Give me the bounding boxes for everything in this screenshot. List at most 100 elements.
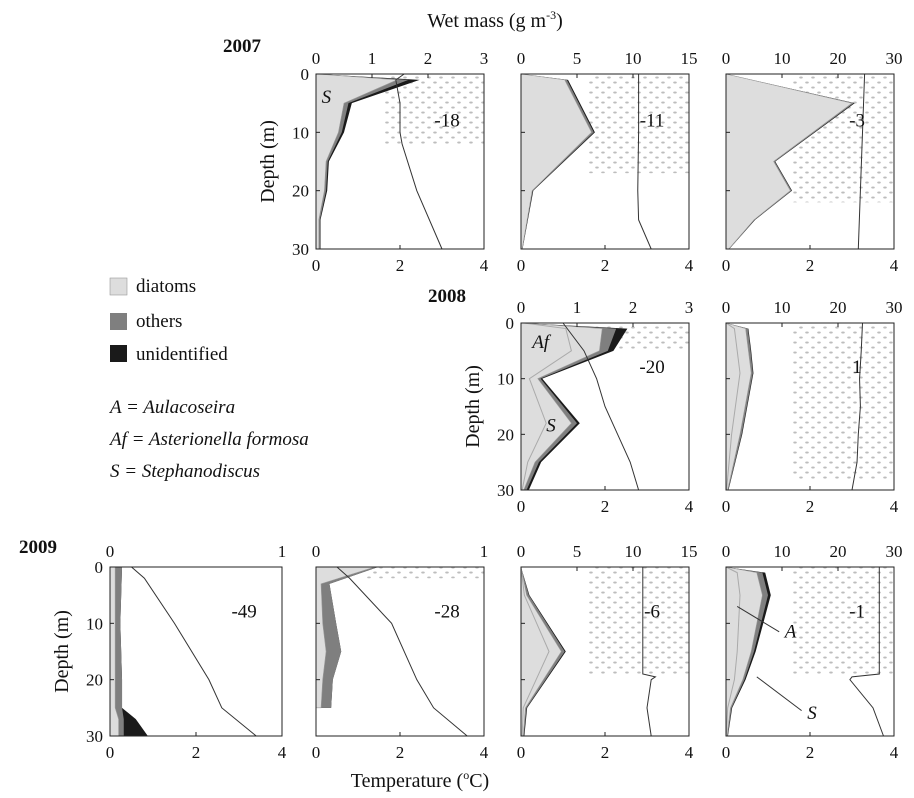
depth-axis-title: Depth (m) xyxy=(462,365,484,448)
panel-2007-2: 0 5 10 15 0 2 4 -11 xyxy=(517,49,698,275)
species-label: A xyxy=(783,621,797,642)
panel-2007-3: 0 10 20 30 0 2 4 -3 xyxy=(722,49,903,275)
top-tick-label: 5 xyxy=(573,49,582,68)
top-tick-label: 0 xyxy=(517,298,526,317)
bottom-tick-label: 2 xyxy=(601,497,610,516)
abbreviation-aulacoseira: A = Aulacoseira xyxy=(108,397,235,418)
temperature-line xyxy=(562,322,640,491)
legend: diatoms others unidentified xyxy=(109,276,228,365)
depth-tick-label: 0 xyxy=(95,558,104,577)
bottom-tick-label: 0 xyxy=(312,256,321,275)
bottom-tick-label: 2 xyxy=(396,743,405,762)
panel-2009-4: 0 10 20 30 0 2 4 -1 A S xyxy=(722,542,903,762)
top-tick-label: 1 xyxy=(573,298,582,317)
temperature-line xyxy=(131,566,257,737)
top-tick-label: 1 xyxy=(480,542,489,561)
top-tick-label: 3 xyxy=(480,49,489,68)
panel-annotation: -18 xyxy=(434,111,459,132)
bottom-tick-label: 2 xyxy=(806,497,815,516)
temperature-line xyxy=(849,567,884,737)
bottom-tick-label: 4 xyxy=(278,743,287,762)
depth-tick-label: 20 xyxy=(497,425,514,444)
depth-tick-label: 30 xyxy=(497,481,514,500)
panel-annotation: -11 xyxy=(640,111,665,132)
depth-axis-title: Depth (m) xyxy=(51,610,73,693)
panel-2009-3: 0 5 10 15 0 2 4 -6 xyxy=(517,542,698,762)
legend-swatch-others xyxy=(110,313,127,330)
legend-swatch-unidentified xyxy=(110,345,127,362)
bottom-tick-label: 0 xyxy=(517,743,526,762)
top-tick-label: 10 xyxy=(774,49,791,68)
temperature-line xyxy=(851,322,863,491)
bottom-tick-label: 0 xyxy=(722,256,731,275)
bottom-tick-label: 2 xyxy=(601,743,610,762)
panel-2009-2: 0 1 0 2 4 -28 xyxy=(312,542,489,762)
abbreviation-list: A = Aulacoseira Af = Asterionella formos… xyxy=(108,397,309,482)
panel-annotation: -3 xyxy=(849,111,865,132)
depth-tick-label: 20 xyxy=(292,182,309,201)
depth-tick-label: 10 xyxy=(497,370,514,389)
species-line xyxy=(521,322,572,491)
bottom-tick-label: 2 xyxy=(192,743,201,762)
bottom-tick-label: 4 xyxy=(890,497,899,516)
callout-line xyxy=(736,606,780,633)
top-tick-label: 0 xyxy=(722,49,731,68)
legend-label-others: others xyxy=(136,311,182,332)
ice-shading xyxy=(793,323,894,479)
bottom-tick-label: 2 xyxy=(806,743,815,762)
top-tick-label: 20 xyxy=(830,298,847,317)
bottom-axis-title: Temperature (oC) xyxy=(351,768,489,792)
top-tick-label: 10 xyxy=(774,542,791,561)
top-tick-label: 10 xyxy=(774,298,791,317)
ice-shading xyxy=(588,567,689,675)
depth-tick-label: 0 xyxy=(506,314,515,333)
bottom-tick-label: 0 xyxy=(722,743,731,762)
top-tick-label: 2 xyxy=(629,298,638,317)
top-tick-label: 1 xyxy=(368,49,377,68)
bottom-tick-label: 4 xyxy=(480,256,489,275)
bottom-tick-label: 4 xyxy=(890,743,899,762)
top-tick-label: 5 xyxy=(573,542,582,561)
bottom-tick-label: 0 xyxy=(106,743,115,762)
depth-tick-label: 10 xyxy=(86,614,103,633)
top-tick-label: 20 xyxy=(830,542,847,561)
top-tick-label: 30 xyxy=(886,542,903,561)
bottom-tick-label: 4 xyxy=(890,256,899,275)
top-tick-label: 0 xyxy=(722,298,731,317)
top-tick-label: 0 xyxy=(517,49,526,68)
top-tick-label: 15 xyxy=(681,49,698,68)
top-tick-label: 0 xyxy=(106,542,115,561)
top-tick-label: 30 xyxy=(886,298,903,317)
bottom-tick-label: 0 xyxy=(517,497,526,516)
top-tick-label: 0 xyxy=(517,542,526,561)
depth-tick-label: 20 xyxy=(86,671,103,690)
top-tick-label: 0 xyxy=(312,49,321,68)
top-tick-label: 1 xyxy=(278,542,287,561)
bottom-tick-label: 2 xyxy=(806,256,815,275)
panel-annotation: -49 xyxy=(231,602,256,623)
abbreviation-asterionella: Af = Asterionella formosa xyxy=(108,429,309,450)
bottom-tick-label: 0 xyxy=(312,743,321,762)
depth-tick-label: 30 xyxy=(86,727,103,746)
bottom-tick-label: 4 xyxy=(685,497,694,516)
top-tick-label: 3 xyxy=(685,298,694,317)
legend-label-unidentified: unidentified xyxy=(136,344,228,365)
top-tick-label: 30 xyxy=(886,49,903,68)
top-tick-label: 10 xyxy=(625,49,642,68)
abbreviation-stephanodiscus: S = Stephanodiscus xyxy=(110,461,260,482)
legend-swatch-diatoms xyxy=(109,277,128,296)
area-diatoms xyxy=(725,322,752,491)
depth-tick-label: 10 xyxy=(292,123,309,142)
top-tick-label: 20 xyxy=(830,49,847,68)
area-diatoms xyxy=(520,73,592,250)
panel-annotation: -28 xyxy=(434,602,459,623)
panel-annotation: -20 xyxy=(639,357,664,378)
top-axis-title: Wet mass (g m-3) xyxy=(427,8,563,32)
bottom-tick-label: 4 xyxy=(685,256,694,275)
year-label-2009: 2009 xyxy=(19,537,57,558)
species-label: Af xyxy=(530,332,552,353)
